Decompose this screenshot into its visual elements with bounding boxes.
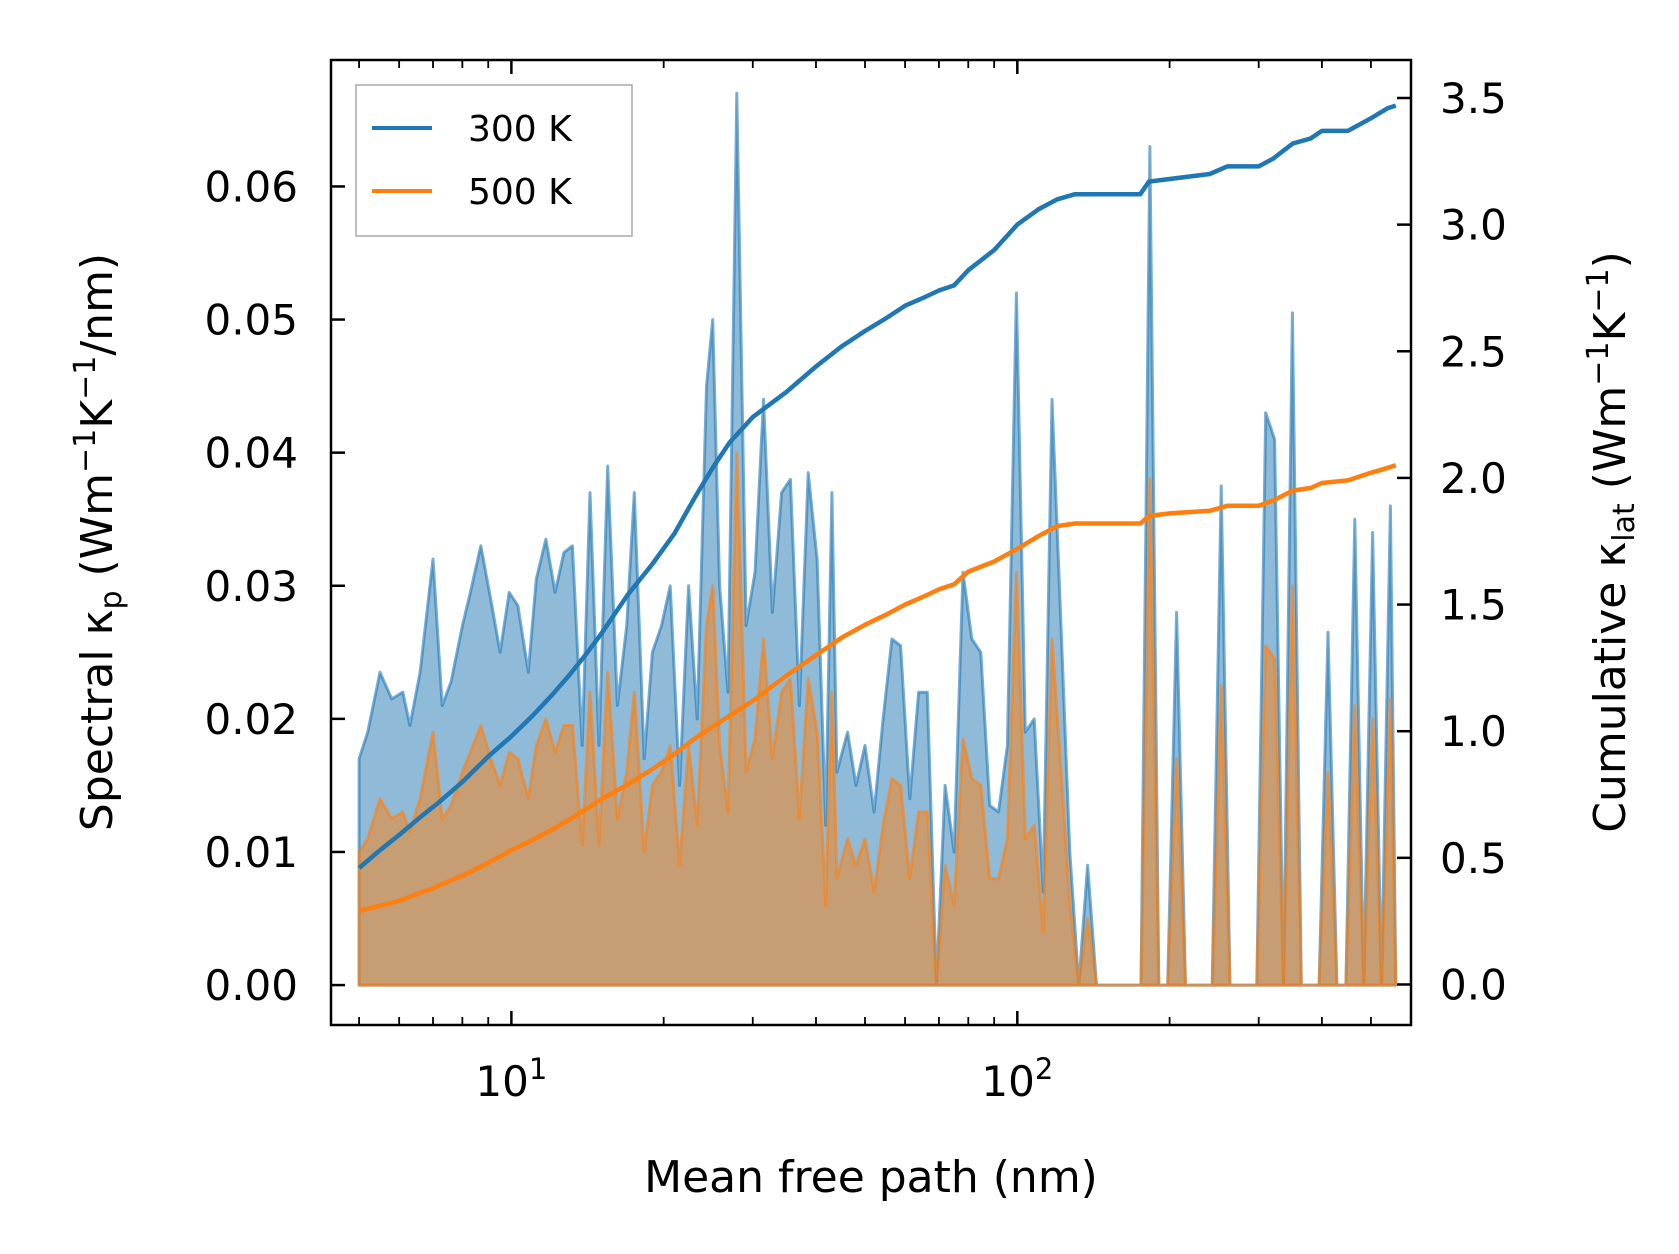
spectral-areas (357, 91, 1398, 987)
cumulative-line-500k (358, 463, 1397, 914)
x-tick-label-base: 10 (475, 1057, 528, 1106)
y-right-label-post: ) (1585, 251, 1636, 268)
y-right-label-mid1: (Wm (1585, 386, 1636, 504)
y-right-label-sup1: −1 (1581, 341, 1616, 385)
cumulative-lines (357, 103, 1397, 914)
y-left-label-post: /nm) (72, 253, 123, 356)
x-axis-label: Mean free path (nm) (644, 1152, 1098, 1203)
y-right-tick-label: 3.5 (1440, 74, 1507, 123)
y-left-tick-labels: 0.00 0.01 0.02 0.03 0.04 0.05 0.06 (204, 162, 298, 1010)
y-right-tick-label: 3.0 (1440, 201, 1507, 250)
legend-label-500k: 500 K (468, 172, 573, 213)
plot-frame (329, 58, 1413, 1027)
legend: 300 K 500 K (355, 84, 633, 237)
y-right-tick-label: 1.5 (1440, 581, 1507, 630)
y-left-label-mid1: (Wm (72, 473, 123, 591)
y-left-axis-label: Spectral κp (Wm−1K−1/nm) (68, 253, 129, 831)
x-tick-labels: 101 102 (475, 1052, 1053, 1106)
x-tick-label-base: 10 (981, 1057, 1034, 1106)
y-left-tick-label: 0.06 (204, 162, 298, 211)
y-right-tick-label: 2.0 (1440, 454, 1507, 503)
y-left-label-pre: Spectral κ (72, 610, 123, 832)
legend-box (355, 84, 633, 237)
y-right-tick-label: 2.5 (1440, 327, 1507, 376)
spectral-area-500k (357, 451, 1398, 987)
y-left-tick-label: 0.01 (204, 828, 298, 877)
x-tick-label: 101 (475, 1052, 547, 1106)
y-left-label-sup2: −1 (68, 356, 103, 400)
x-tick-label-exp: 1 (529, 1052, 547, 1086)
cumulative-line-300k (357, 103, 1397, 870)
legend-label-300k: 300 K (468, 109, 573, 150)
y-left-label-sup1: −1 (68, 429, 103, 473)
y-right-label-sub: lat (1607, 503, 1642, 542)
y-left-tick-label: 0.05 (204, 296, 298, 345)
y-left-label-mid2: K (72, 399, 123, 429)
y-right-label-mid2: K (1585, 311, 1636, 341)
y-right-label-pre: Cumulative κ (1585, 542, 1636, 833)
y-left-label-sub: p (94, 590, 129, 609)
y-right-tick-labels: 0.0 0.5 1.0 1.5 2.0 2.5 3.0 3.5 (1440, 74, 1507, 1009)
y-left-tick-label: 0.04 (204, 429, 298, 478)
y-left-tick-label: 0.03 (204, 562, 298, 611)
y-right-axis-label: Cumulative κlat (Wm−1K−1) (1581, 251, 1642, 833)
x-tick-label-exp: 2 (1035, 1052, 1053, 1086)
y-right-tick-label: 0.5 (1440, 834, 1507, 883)
y-right-tick-label: 0.0 (1440, 960, 1507, 1009)
y-left-tick-label: 0.00 (204, 961, 298, 1010)
y-left-tick-label: 0.02 (204, 695, 298, 744)
y-right-tick-label: 1.0 (1440, 707, 1507, 756)
x-tick-label: 102 (981, 1052, 1053, 1106)
y-right-label-sup2: −1 (1581, 268, 1616, 312)
